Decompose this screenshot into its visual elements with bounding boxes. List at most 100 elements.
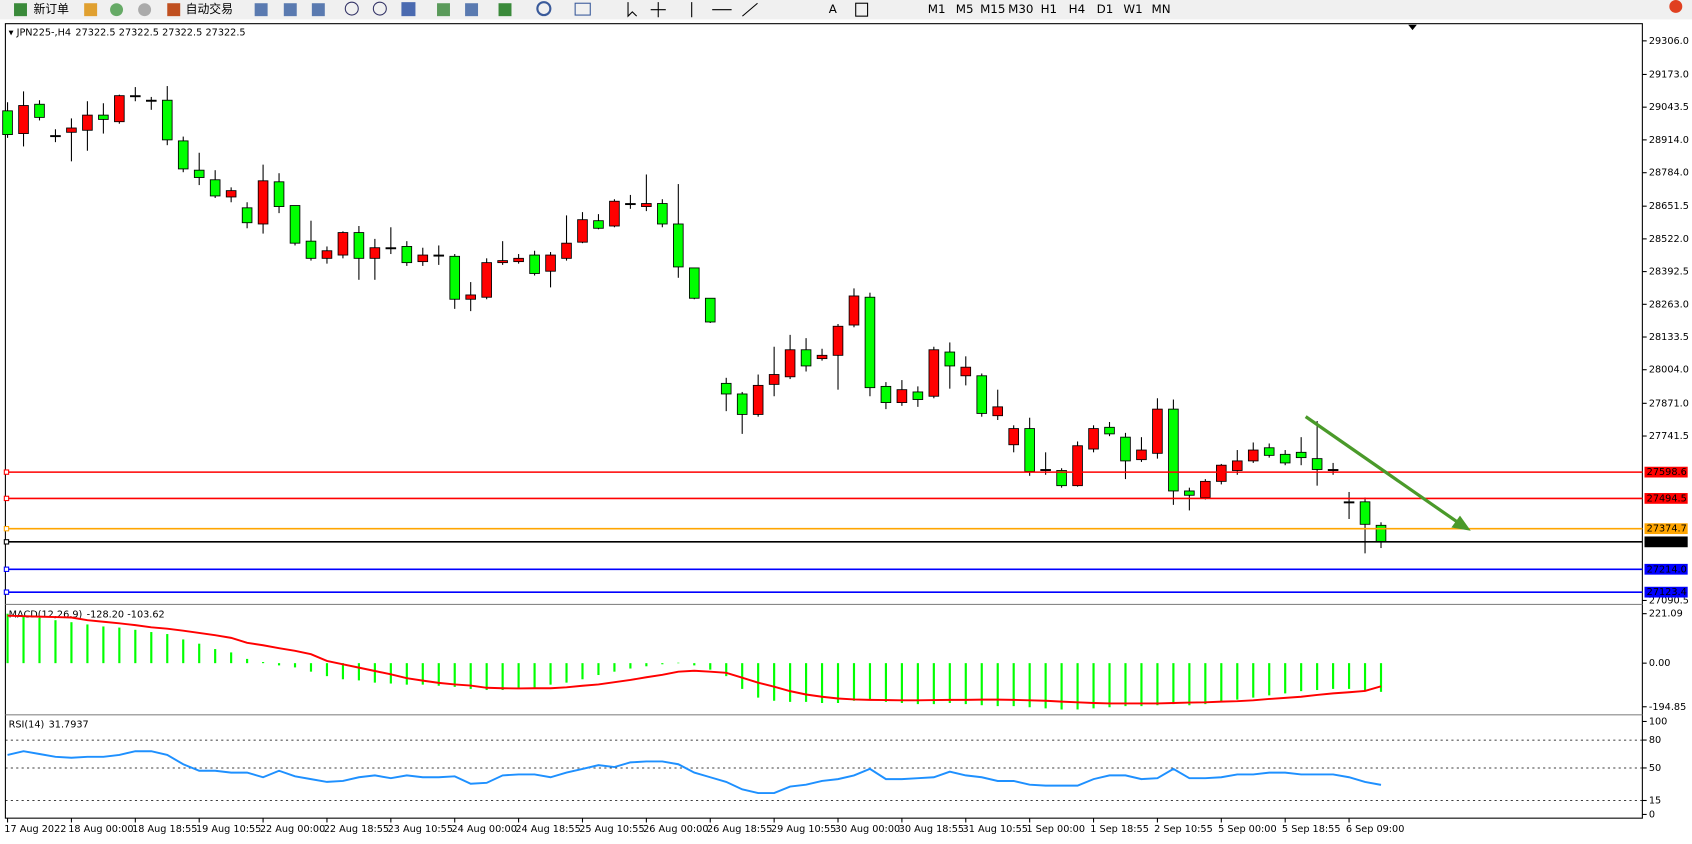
icon[interactable] [372, 1, 387, 16]
icon[interactable] [14, 3, 27, 17]
candle-body [353, 232, 365, 259]
icon[interactable] [536, 1, 552, 17]
signal-line [7, 614, 1382, 705]
candle-body [1184, 490, 1195, 496]
candle-body [145, 99, 157, 102]
symbol-menu[interactable]: ▾ [9, 27, 17, 38]
macd-bar [868, 663, 872, 700]
candle-body [66, 127, 77, 133]
macd-bar [453, 663, 456, 687]
candle-body [130, 95, 141, 98]
toolbar: 新订单 自动交易 A M1 M5 M15 M30 H1 H4 D1 W1 MN [0, 0, 1692, 20]
candle-body [609, 200, 620, 227]
macd-bar [741, 663, 744, 689]
x-tick-label: 22 Aug 18:55 [324, 824, 389, 835]
period-button[interactable]: D1 [1097, 2, 1114, 16]
macd-bar [469, 663, 472, 689]
icon[interactable] [574, 2, 591, 16]
x-tick-label: 26 Aug 18:55 [707, 824, 772, 835]
macd-bar [1363, 663, 1367, 692]
candle-body [465, 294, 476, 300]
y-tick-label: 29043.5 [1649, 102, 1689, 113]
candle-body [784, 349, 796, 378]
candle-body [944, 351, 956, 367]
button[interactable]: 自动交易 [186, 2, 233, 16]
icon[interactable] [855, 2, 869, 17]
period-button[interactable]: W1 [1123, 2, 1142, 16]
icon[interactable] [437, 3, 450, 17]
x-tick-label: 29 Aug 10:55 [771, 824, 836, 835]
macd-bar [852, 663, 856, 701]
macd-bar [565, 663, 568, 683]
period-button[interactable]: M1 [928, 2, 946, 16]
icon[interactable] [110, 3, 124, 17]
y-tick-label: 80 [1649, 735, 1661, 746]
candle-body [848, 295, 860, 326]
trend-arrow[interactable] [1304, 415, 1464, 527]
macd-bar [1268, 663, 1271, 696]
icon[interactable] [254, 3, 268, 17]
candle-body [1343, 501, 1355, 504]
period-button[interactable]: H4 [1069, 2, 1085, 16]
macd-bar [581, 663, 584, 680]
macd-bar [1092, 663, 1095, 709]
macd-bar [1172, 663, 1175, 705]
icon[interactable]: A [829, 2, 837, 16]
icon[interactable] [138, 3, 152, 17]
icon[interactable] [691, 2, 758, 18]
icon[interactable] [627, 2, 638, 18]
candle-body [768, 374, 780, 385]
period-button[interactable]: H1 [1041, 2, 1057, 16]
candle-body [816, 354, 828, 360]
candle-body [305, 240, 317, 259]
macd-bar [6, 613, 9, 664]
level-label: 27123.4 [1647, 587, 1687, 598]
candle-body [1104, 426, 1115, 435]
period-button[interactable]: MN [1152, 2, 1171, 16]
icon[interactable] [311, 3, 325, 17]
icon[interactable] [498, 3, 512, 17]
x-tick-label: 30 Aug 00:00 [835, 824, 900, 835]
candle-body [1279, 453, 1291, 464]
period-button[interactable]: M30 [1008, 2, 1033, 16]
candle-body [928, 349, 940, 397]
x-tick-label: 1 Sep 00:00 [1026, 824, 1085, 835]
x-tick-label: 18 Aug 00:00 [68, 824, 133, 835]
macd-bar [437, 663, 440, 686]
macd-bar [1284, 663, 1287, 694]
period-button[interactable]: M5 [956, 2, 974, 16]
candle-body [673, 223, 684, 268]
candle-body [912, 391, 924, 400]
icon[interactable] [650, 2, 666, 18]
indicator-value: 31.7937 [49, 720, 89, 731]
icon[interactable] [283, 3, 297, 17]
trend-arrowhead [1451, 515, 1471, 531]
macd-bar [884, 663, 888, 702]
candle-body [241, 207, 253, 224]
button[interactable]: 新订单 [33, 2, 69, 16]
icon[interactable] [401, 2, 416, 17]
candle-body [1008, 428, 1019, 446]
icon[interactable] [167, 3, 181, 17]
candle-body [289, 205, 301, 244]
macd-bar [1060, 663, 1063, 710]
candle-body [976, 375, 988, 414]
candle-body [1311, 458, 1323, 470]
x-tick-label: 25 Aug 10:55 [579, 824, 644, 835]
candle-body [832, 325, 844, 356]
x-tick-label: 18 Aug 18:55 [132, 824, 197, 835]
x-tick-label: 23 Aug 10:55 [388, 824, 453, 835]
icon[interactable] [465, 3, 479, 17]
candle-body [657, 203, 668, 225]
candle-body [1072, 445, 1083, 487]
macd-bar [645, 663, 648, 667]
alert-icon[interactable] [1669, 0, 1683, 13]
symbol-header: ▾ JPN225-,H4 27322.5 27322.5 27322.5 27322.5 [9, 27, 246, 38]
candle-body [417, 254, 429, 263]
period-button[interactable]: M15 [980, 2, 1005, 16]
level-handle [3, 495, 10, 502]
candle-body [1136, 449, 1147, 461]
icon[interactable] [344, 1, 359, 16]
icon[interactable] [84, 3, 98, 17]
